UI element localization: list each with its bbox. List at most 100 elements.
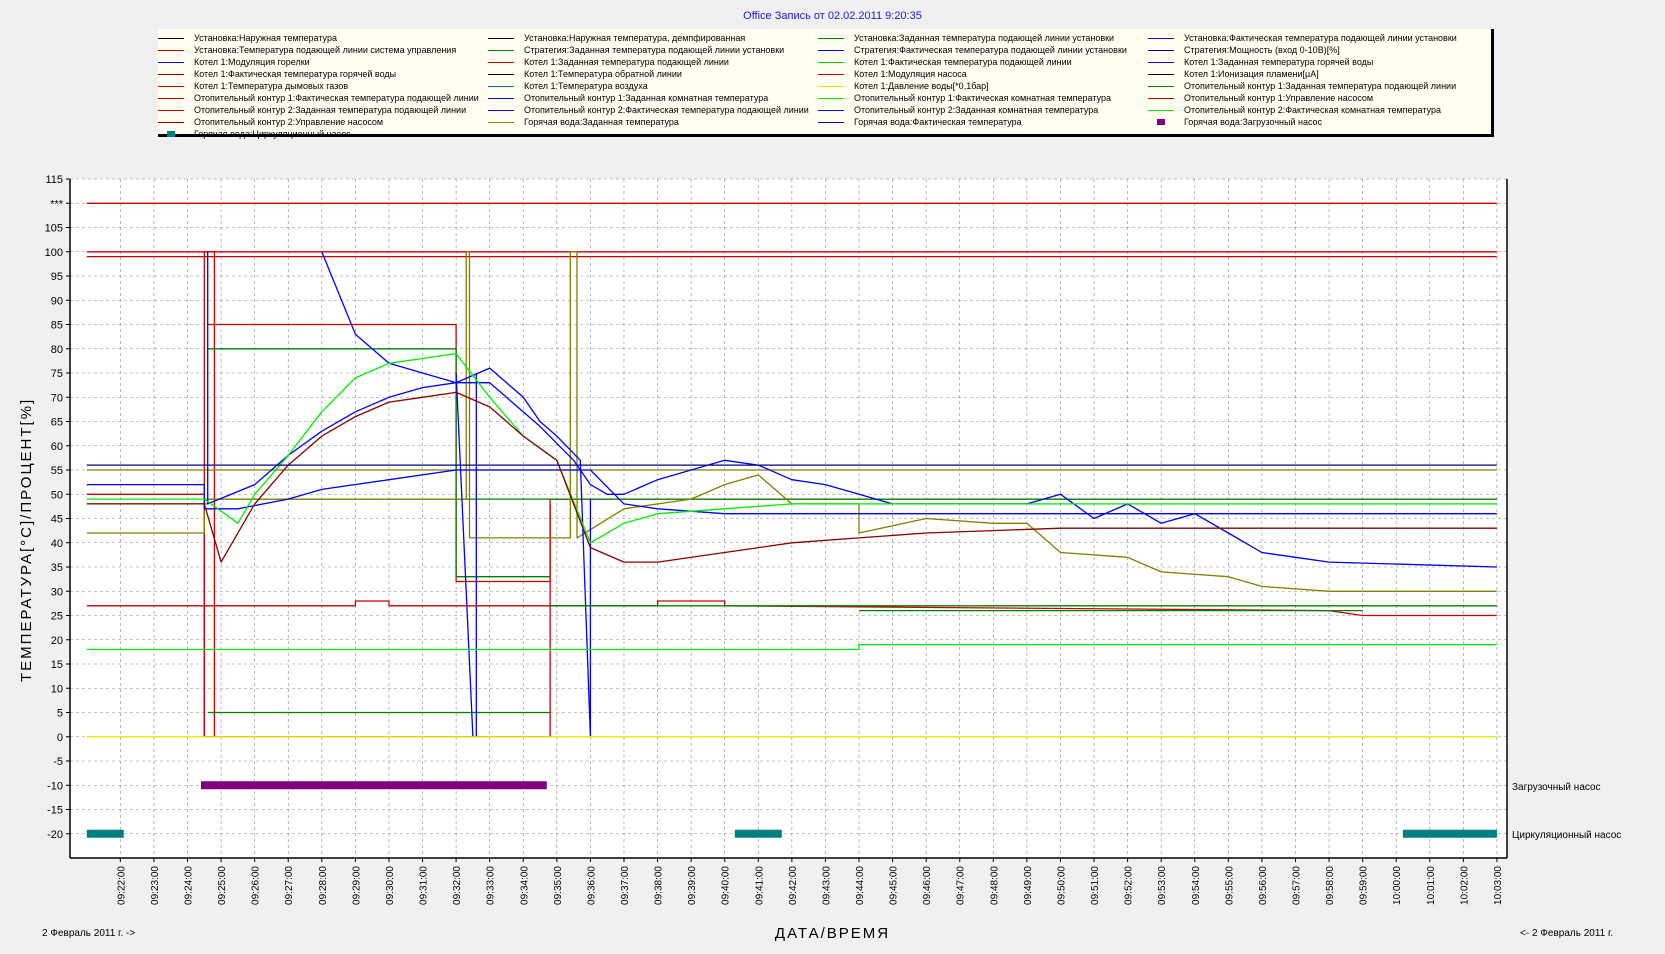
legend-swatch — [818, 50, 844, 51]
legend-label: Установка:Заданная температура подающей … — [854, 33, 1115, 43]
y-tick-label: 15 — [51, 659, 63, 671]
y-tick-label: 50 — [51, 489, 63, 501]
x-tick-label: 09:51:00 — [1090, 866, 1101, 905]
x-tick-label: 09:42:00 — [788, 866, 799, 905]
y-axis-label: ТЕМПЕРАТУРА[°C]/ПРОЦЕНТ[%] — [18, 397, 35, 682]
legend-label: Горячая вода:Фактическая температура — [854, 117, 1022, 127]
x-tick-label: 09:55:00 — [1224, 866, 1235, 905]
legend-swatch — [158, 62, 184, 63]
load-pump-bar — [200, 781, 547, 790]
legend-label: Котел 1:Температура воздуха — [524, 81, 648, 91]
legend-swatch — [488, 98, 514, 99]
y-tick-label: -20 — [47, 829, 63, 841]
legend-label: Котел 1:Заданная температура горячей вод… — [1184, 57, 1374, 67]
x-tick-label: 09:23:00 — [150, 866, 161, 905]
legend-label: Горячая вода:Загрузочный насос — [1184, 117, 1323, 127]
series-line — [207, 251, 592, 738]
series-line — [86, 643, 1497, 651]
series-line — [86, 391, 1497, 563]
legend-swatch — [1148, 74, 1174, 75]
y-tick-label: 0 — [57, 732, 63, 744]
legend-swatch — [1148, 98, 1174, 99]
y-tick-label: 70 — [51, 392, 63, 404]
y-tick-label: 5 — [57, 708, 63, 720]
legend-label: Котел 1:Фактическая температура горячей … — [194, 69, 397, 79]
y-tick-label: 85 — [51, 320, 63, 332]
legend-swatch — [488, 110, 514, 111]
legend-swatch — [488, 74, 514, 75]
x-tick-label: 09:49:00 — [1023, 866, 1034, 905]
x-tick-label: 09:39:00 — [687, 866, 698, 905]
legend-swatch — [158, 74, 184, 75]
y-tick-label: 90 — [51, 295, 63, 307]
legend-label: Отопительный контур 1:Заданная температу… — [1184, 81, 1457, 91]
x-tick-label: 09:37:00 — [620, 866, 631, 905]
y-tick-label: 40 — [51, 538, 63, 550]
legend-swatch — [158, 110, 184, 111]
legend-label: Котел 1:Модуляция насоса — [854, 69, 967, 79]
legend-label: Горячая вода:Заданная температура — [524, 117, 679, 127]
y-tick-label: 95 — [51, 271, 63, 283]
legend-label: Котел 1:Температура дымовых газов — [194, 81, 349, 91]
legend-label: Отопительный контур 2:Управление насосом — [194, 117, 384, 127]
x-tick-label: 09:38:00 — [654, 866, 665, 905]
legend-label: Отопительный контур 1:Фактическая комнат… — [854, 93, 1111, 103]
date-left-label: 2 Февраль 2011 г. -> — [42, 928, 136, 939]
legend-swatch — [818, 122, 844, 123]
y-tick-label: *** — [50, 198, 64, 210]
y-tick-label: 100 — [45, 247, 63, 259]
chart-title: Office Запись от 02.02.2011 9:20:35 — [743, 10, 922, 22]
x-tick-label: 09:46:00 — [922, 866, 933, 905]
legend-swatch — [158, 86, 184, 87]
y-tick-label: -10 — [47, 780, 63, 792]
x-tick-label: 09:24:00 — [184, 866, 195, 905]
y-tick-label: 45 — [51, 514, 63, 526]
y-tick-label: 35 — [51, 562, 63, 574]
legend-swatch — [1148, 110, 1174, 111]
y-tick-label: 75 — [51, 368, 63, 380]
legend-label: Отопительный контур 2:Фактическая комнат… — [1184, 105, 1441, 115]
x-tick-label: 10:03:00 — [1493, 866, 1504, 905]
x-tick-label: 09:45:00 — [889, 866, 900, 905]
x-tick-label: 09:54:00 — [1191, 866, 1202, 905]
date-right-label: <- 2 Февраль 2011 г. — [1520, 928, 1614, 939]
series-line — [207, 323, 551, 583]
circ-pump-bar — [86, 829, 124, 838]
legend-swatch — [158, 50, 184, 51]
plot-area — [70, 179, 1507, 858]
legend-swatch — [818, 98, 844, 99]
legend-swatch — [488, 38, 514, 39]
legend-swatch — [158, 98, 184, 99]
legend: Установка:Наружная температура Установка:… — [158, 29, 1494, 139]
legend-label: Котел 1:Модуляция горелки — [194, 57, 310, 67]
x-tick-label: 09:48:00 — [989, 866, 1000, 905]
legend-swatch — [488, 50, 514, 51]
x-tick-label: 09:47:00 — [956, 866, 967, 905]
series-line — [207, 348, 551, 578]
legend-label: Стратегия:Фактическая температура подающ… — [854, 45, 1127, 55]
legend-label: Установка:Наружная температура, демпфиро… — [524, 33, 746, 43]
legend-swatch — [818, 86, 844, 87]
legend-label: Стратегия:Мощность (вход 0-10В)[%] — [1184, 45, 1340, 55]
circ-pump-bar — [734, 829, 782, 838]
x-tick-label: 10:00:00 — [1392, 866, 1403, 905]
legend-swatch — [1157, 119, 1165, 125]
legend-label: Отопительный контур 2:Фактическая темпер… — [524, 105, 809, 115]
x-tick-label: 09:58:00 — [1325, 866, 1336, 905]
x-tick-label: 09:57:00 — [1291, 866, 1302, 905]
circ-pump-label: Циркуляционный насос — [1512, 830, 1622, 841]
x-tick-label: 09:56:00 — [1258, 866, 1269, 905]
x-tick-label: 10:02:00 — [1459, 866, 1470, 905]
legend-label: Горячая вода:Циркуляционный насос — [194, 129, 351, 139]
legend-swatch — [818, 110, 844, 111]
legend-label: Котел 1:Давление воды[*0,1бар] — [854, 81, 989, 91]
legend-swatch — [1148, 50, 1174, 51]
legend-swatch — [818, 62, 844, 63]
legend-label: Отопительный контур 1:Заданная комнатная… — [524, 93, 769, 103]
y-tick-label: 60 — [51, 441, 63, 453]
x-tick-label: 09:43:00 — [821, 866, 832, 905]
series-line — [86, 600, 1497, 617]
y-tick-label: 25 — [51, 611, 63, 623]
load-pump-label: Загрузочный насос — [1512, 782, 1601, 793]
